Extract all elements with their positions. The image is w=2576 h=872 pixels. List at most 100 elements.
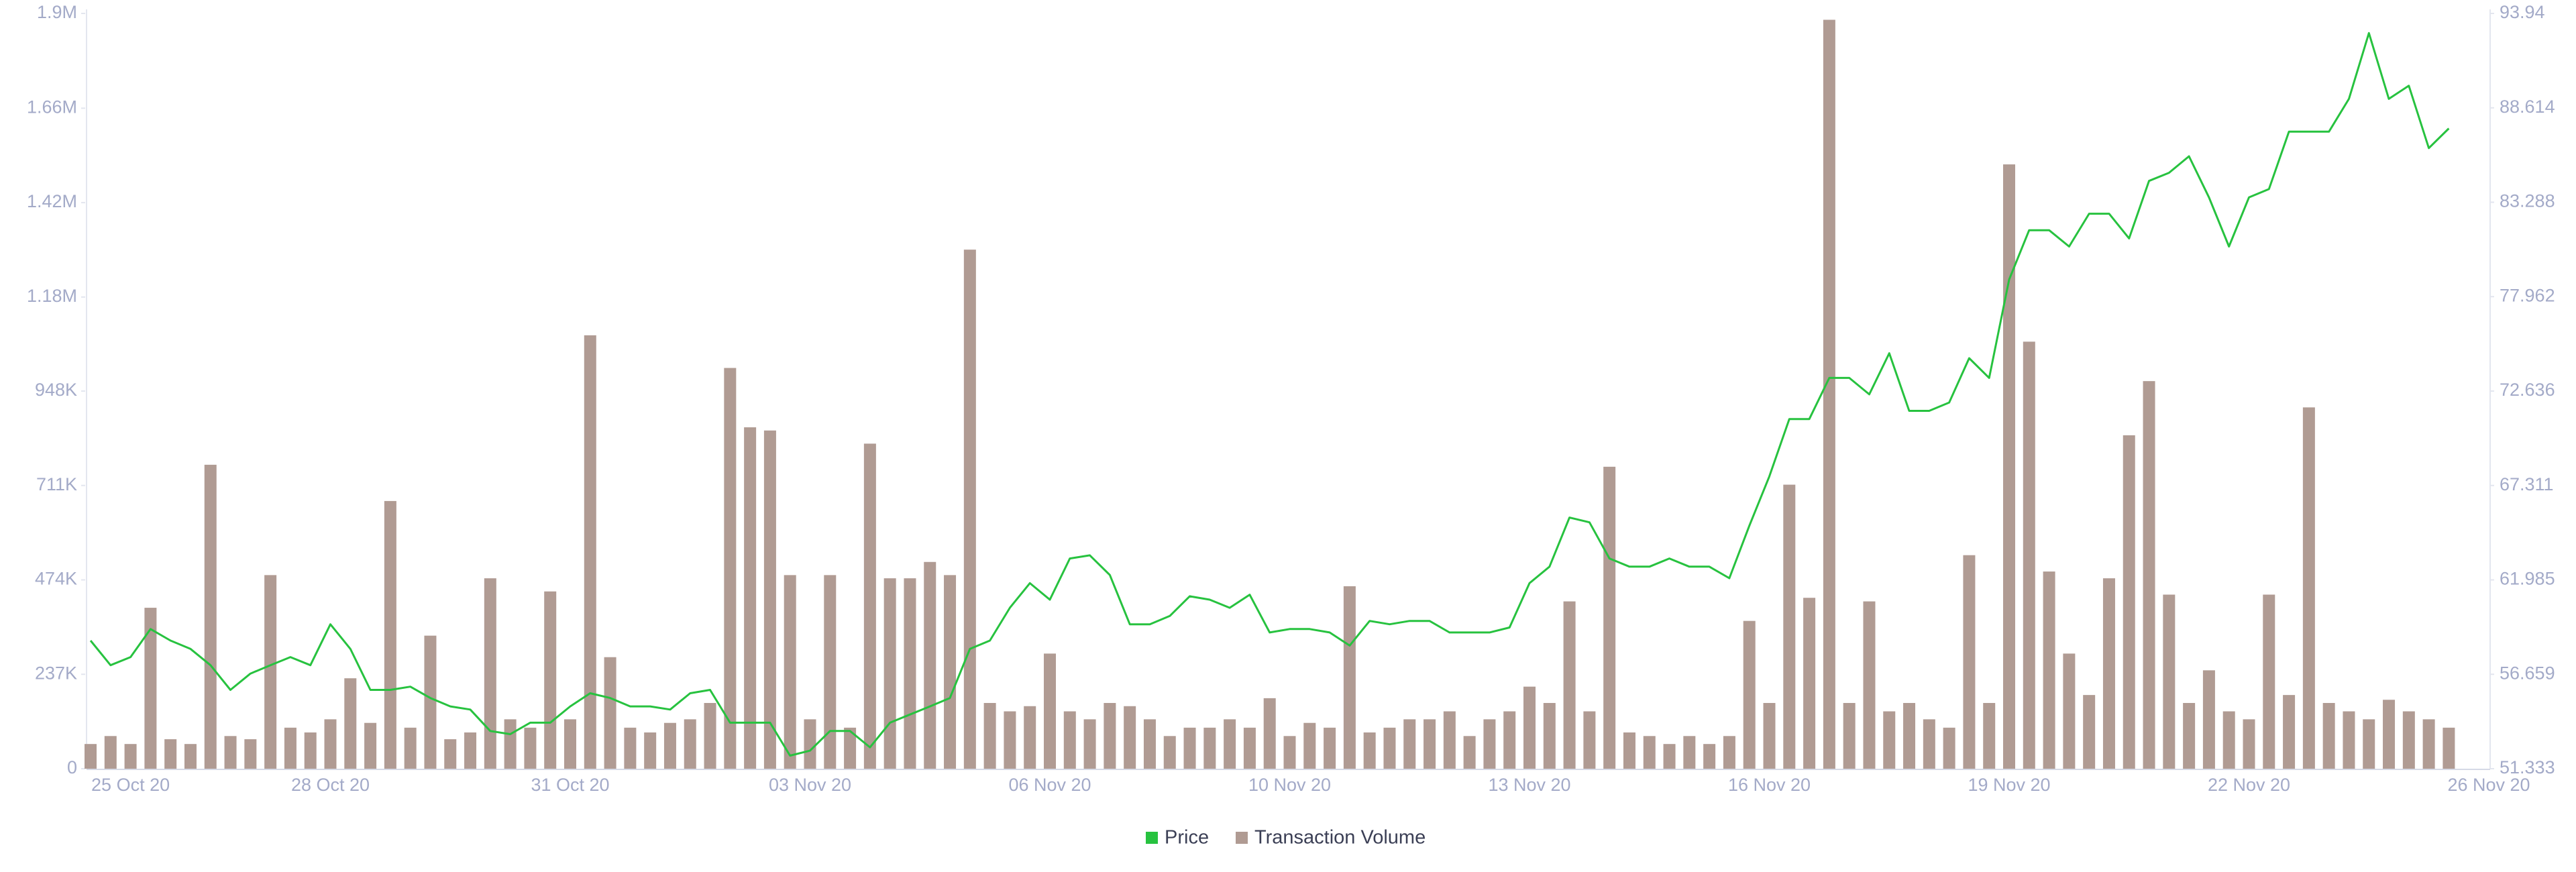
x-tick-label: 10 Nov 20 — [1248, 775, 1331, 795]
volume-bar — [863, 443, 876, 769]
y-tick-label: 1.66M — [27, 97, 77, 117]
volume-bar — [2443, 727, 2455, 769]
volume-bar — [1923, 719, 1935, 769]
volume-bar — [2102, 578, 2115, 769]
x-tick-label: 22 Nov 20 — [2208, 775, 2290, 795]
x-tick-label: 25 Oct 20 — [91, 775, 170, 795]
volume-bar — [1483, 719, 1496, 769]
volume-bar — [763, 430, 776, 769]
volume-bar — [804, 719, 816, 769]
volume-bar — [284, 727, 297, 769]
y-tick-label: 1.42M — [27, 191, 77, 211]
volume-bar — [264, 575, 277, 769]
volume-bar — [2202, 670, 2215, 769]
volume-bar — [144, 608, 157, 769]
volume-bar — [224, 736, 237, 769]
volume-bar — [1583, 711, 1596, 769]
volume-bar — [924, 561, 936, 769]
y2-tick-label: 51.333 — [2500, 757, 2555, 777]
volume-bar — [484, 578, 496, 769]
volume-bar — [2222, 711, 2235, 769]
legend-swatch[interactable] — [1236, 832, 1248, 844]
volume-bar — [1383, 727, 1396, 769]
volume-bar — [784, 575, 796, 769]
volume-bar — [844, 727, 857, 769]
volume-bar — [1703, 744, 1716, 769]
volume-bar — [963, 250, 976, 769]
volume-bar — [1763, 703, 1776, 769]
volume-bar — [1863, 601, 1876, 769]
volume-bar — [1183, 727, 1196, 769]
volume-bar — [104, 736, 117, 769]
volume-bar — [904, 578, 916, 769]
y2-tick-label: 61.985 — [2500, 569, 2555, 589]
y2-tick-label: 77.962 — [2500, 285, 2555, 305]
volume-bar — [564, 719, 576, 769]
volume-bar — [1803, 598, 1816, 769]
volume-bar — [164, 739, 177, 769]
volume-bar — [2143, 381, 2155, 769]
volume-bar — [1743, 620, 1756, 769]
volume-bar — [2422, 719, 2435, 769]
x-tick-label: 28 Oct 20 — [291, 775, 370, 795]
y2-tick-label: 88.614 — [2500, 97, 2555, 117]
y-tick-label: 237K — [35, 663, 77, 683]
x-tick-label: 16 Nov 20 — [1728, 775, 1811, 795]
volume-bar — [724, 368, 737, 769]
volume-bar — [1443, 711, 1456, 769]
volume-bar — [2302, 407, 2315, 769]
x-tick-label: 03 Nov 20 — [769, 775, 851, 795]
volume-bar — [1324, 727, 1336, 769]
x-tick-label: 13 Nov 20 — [1488, 775, 1570, 795]
y2-tick-label: 72.636 — [2500, 380, 2555, 400]
volume-bar — [584, 335, 596, 769]
volume-bar — [1263, 698, 1276, 769]
volume-bar — [204, 464, 217, 769]
volume-bar — [1563, 601, 1576, 769]
volume-bar — [2123, 435, 2135, 769]
volume-bar — [464, 732, 477, 769]
y2-tick-label: 83.288 — [2500, 191, 2555, 211]
volume-bar — [504, 719, 517, 769]
volume-bar — [2023, 341, 2035, 769]
y-tick-label: 1.18M — [27, 286, 77, 306]
legend-label[interactable]: Transaction Volume — [1254, 827, 1426, 849]
y-tick-label: 711K — [36, 474, 77, 494]
volume-bar — [1083, 719, 1096, 769]
volume-bar — [364, 722, 377, 769]
legend-swatch[interactable] — [1146, 832, 1158, 844]
volume-bar — [1403, 719, 1416, 769]
volume-bar — [1283, 736, 1296, 769]
volume-bar — [1983, 703, 1996, 769]
volume-bar — [1603, 466, 1616, 769]
legend-label[interactable]: Price — [1165, 827, 1209, 849]
y2-tick-label: 56.659 — [2500, 663, 2555, 683]
volume-bar — [1303, 722, 1316, 769]
volume-bar — [344, 678, 357, 769]
volume-bar — [1363, 732, 1376, 769]
volume-bar — [1063, 711, 1076, 769]
volume-bar — [384, 500, 396, 769]
volume-bar — [2383, 700, 2396, 769]
x-tick-label: 19 Nov 20 — [1968, 775, 2050, 795]
volume-bar — [2083, 695, 2096, 769]
y2-tick-label: 93.94 — [2500, 2, 2545, 22]
volume-bar — [684, 719, 696, 769]
volume-bar — [2283, 695, 2296, 769]
volume-bar — [1943, 727, 1955, 769]
volume-bar — [1424, 719, 1436, 769]
volume-bar — [1503, 711, 1516, 769]
volume-bar — [744, 427, 757, 769]
volume-bar — [1883, 711, 1896, 769]
volume-bar — [2183, 703, 2196, 769]
volume-bar — [424, 635, 437, 769]
y-tick-label: 0 — [67, 757, 77, 777]
volume-bar — [1343, 586, 1356, 769]
volume-bar — [1243, 727, 1256, 769]
volume-bar — [1024, 706, 1036, 769]
volume-bar — [1903, 703, 1916, 769]
volume-bar — [983, 703, 996, 769]
volume-bar — [1723, 736, 1735, 769]
y-tick-label: 1.9M — [37, 2, 77, 22]
